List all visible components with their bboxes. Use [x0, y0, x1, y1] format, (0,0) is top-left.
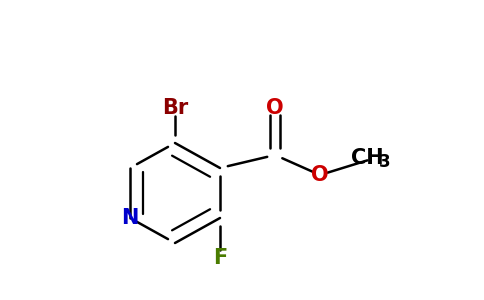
- Text: O: O: [266, 98, 284, 118]
- Text: 3: 3: [379, 153, 391, 171]
- Text: F: F: [213, 248, 227, 268]
- Text: N: N: [121, 208, 139, 228]
- Text: Br: Br: [162, 98, 188, 118]
- Text: O: O: [311, 165, 329, 185]
- Text: CH: CH: [351, 148, 383, 168]
